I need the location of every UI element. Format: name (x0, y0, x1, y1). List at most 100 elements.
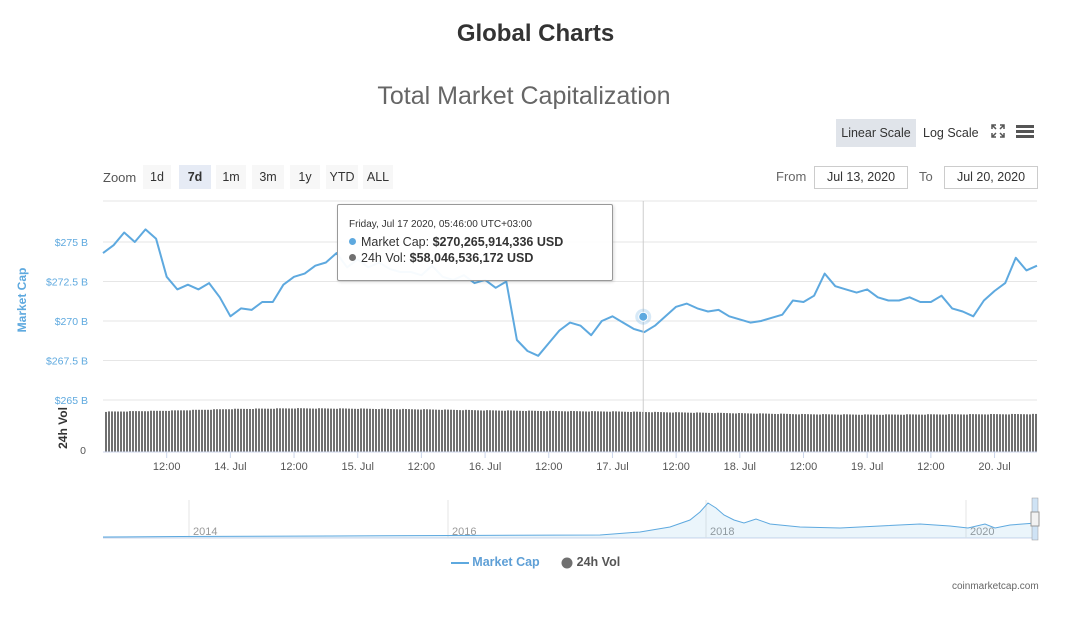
axes: Market Cap 24h Vol $275 B $272.5 B $270 B $… (15, 237, 1037, 473)
volume-bar (108, 411, 110, 452)
volume-bar (756, 413, 758, 452)
volume-bar (228, 409, 230, 452)
volume-bar (567, 411, 569, 452)
volume-bar (972, 414, 974, 452)
volume-bar (312, 408, 314, 452)
to-date-input[interactable]: Jul 20, 2020 (944, 166, 1038, 189)
volume-bar (993, 414, 995, 452)
volume-bar (510, 410, 512, 452)
volume-bar (345, 408, 347, 452)
volume-bar (828, 414, 830, 452)
volume-bar (693, 412, 695, 452)
volume-bar (978, 414, 980, 452)
from-date-input[interactable]: Jul 13, 2020 (814, 166, 908, 189)
zoom-3m-button[interactable]: 3m (252, 165, 284, 189)
volume-bar (939, 414, 941, 452)
volume-bar (891, 414, 893, 452)
volume-bar (618, 411, 620, 452)
volume-bar (531, 410, 533, 452)
zoom-1m-button[interactable]: 1m (216, 165, 246, 189)
volume-bar (138, 411, 140, 452)
legend-volume[interactable]: 24h Vol (561, 555, 620, 569)
volume-bar (1011, 413, 1013, 452)
volume-bar (837, 414, 839, 452)
volume-bar (600, 411, 602, 452)
volume-bar (663, 412, 665, 452)
credit-link[interactable]: coinmarketcap.com (952, 581, 1039, 592)
volume-bar (297, 408, 299, 452)
zoom-1y-button[interactable]: 1y (290, 165, 320, 189)
tooltip-volume: 24h Vol: $58,046,536,172 USD (349, 251, 533, 265)
volume-bar (777, 414, 779, 452)
volume-bar (888, 414, 890, 452)
volume-bar (816, 414, 818, 452)
volume-bar (831, 414, 833, 452)
volume-bar (762, 413, 764, 452)
volume-bar (714, 413, 716, 452)
navigator[interactable]: 2014 2016 2018 2020 (102, 497, 1040, 541)
volume-bar (126, 411, 128, 452)
volume-bar (171, 410, 173, 452)
volume-bar (822, 414, 824, 452)
volume-bar (525, 411, 527, 452)
volume-bar (720, 412, 722, 452)
volume-bar (474, 410, 476, 452)
zoom-ytd-button[interactable]: YTD (326, 165, 358, 189)
volume-bar (645, 412, 647, 452)
volume-bar (591, 411, 593, 452)
volume-bar (549, 410, 551, 452)
tooltip-market-cap-label: Market Cap: (361, 235, 430, 249)
volume-bar (390, 409, 392, 452)
volume-bar (594, 411, 596, 452)
volume-bar (375, 409, 377, 452)
legend-market-cap[interactable]: Market Cap (450, 555, 540, 569)
volume-bar (477, 410, 479, 452)
volume-bar (654, 411, 656, 452)
zoom-all-button[interactable]: ALL (363, 165, 393, 189)
volume-bar (717, 412, 719, 452)
volume-bar (996, 414, 998, 452)
linear-scale-button[interactable]: Linear Scale (836, 119, 916, 147)
volume-bar (954, 414, 956, 452)
volume-bar (669, 412, 671, 452)
x-tick-label: 12:00 (790, 461, 818, 473)
volume-bar (771, 413, 773, 452)
volume-bar (273, 408, 275, 452)
volume-bar (168, 410, 170, 452)
volume-bar (186, 410, 188, 452)
volume-bar (621, 411, 623, 452)
zoom-1d-button[interactable]: 1d (143, 165, 171, 189)
volume-bar (942, 414, 944, 452)
volume-bar (846, 414, 848, 452)
volume-bar (813, 414, 815, 452)
volume-bar (573, 411, 575, 452)
volume-bar (501, 410, 503, 452)
navigator-year-label: 2014 (193, 526, 217, 538)
volume-bar (129, 411, 131, 452)
volume-bar (606, 411, 608, 452)
log-scale-button[interactable]: Log Scale (923, 126, 979, 140)
volume-bar (117, 411, 119, 452)
volume-bar (489, 410, 491, 452)
volume-bar (387, 408, 389, 452)
volume-bar (381, 408, 383, 452)
volume-bar (570, 410, 572, 452)
volume-axis-title: 24h Vol (56, 407, 70, 449)
volume-bar (219, 409, 221, 452)
volume-bar (900, 414, 902, 452)
volume-bar (765, 413, 767, 452)
fullscreen-icon[interactable] (991, 124, 1005, 138)
zoom-7d-button[interactable]: 7d (179, 165, 211, 189)
volume-bar (630, 412, 632, 452)
volume-bar (912, 414, 914, 452)
volume-bar (975, 414, 977, 452)
y-tick-label: $267.5 B (46, 356, 88, 368)
volume-bar (894, 414, 896, 452)
volume-bar (207, 409, 209, 452)
volume-bar (552, 410, 554, 452)
volume-bar (261, 408, 263, 452)
volume-bar (750, 413, 752, 452)
volume-bar (504, 410, 506, 452)
menu-icon[interactable] (1016, 125, 1034, 139)
